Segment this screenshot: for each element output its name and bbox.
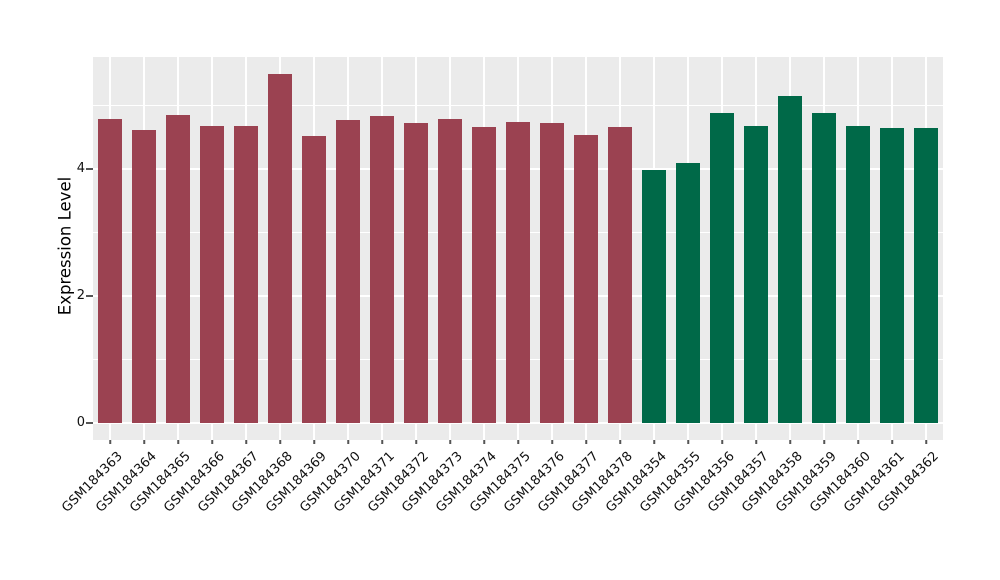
slot-gsm184358: GSM184358	[739, 57, 807, 516]
x-tick-mark	[245, 440, 247, 444]
slot-gsm184359: GSM184359	[773, 57, 841, 516]
slot-gsm184355: GSM184355	[637, 57, 705, 516]
y-tick-mark-4	[86, 168, 93, 170]
slot-gsm184363: GSM184363	[59, 57, 127, 516]
slot-gsm184375: GSM184375	[467, 57, 535, 516]
x-tick-mark	[143, 440, 145, 444]
x-tick-mark	[347, 440, 349, 444]
x-tick-mark	[891, 440, 893, 444]
y-tick-label-2: 2	[76, 288, 85, 303]
slot-gsm184374: GSM184374	[433, 57, 501, 516]
x-tick-mark	[789, 440, 791, 444]
x-tick-mark	[279, 440, 281, 444]
bar-gsm184369	[302, 136, 326, 423]
slot-gsm184360: GSM184360	[807, 57, 875, 516]
bar-gsm184372	[404, 123, 428, 423]
bar-gsm184370	[336, 120, 360, 423]
bar-gsm184368	[268, 74, 292, 423]
bar-gsm184358	[778, 96, 802, 423]
x-tick-mark	[619, 440, 621, 444]
bar-gsm184375	[506, 122, 530, 423]
bar-gsm184365	[166, 115, 190, 423]
slot-gsm184376: GSM184376	[501, 57, 569, 516]
bar-gsm184376	[540, 123, 564, 423]
slot-gsm184372: GSM184372	[365, 57, 433, 516]
slot-gsm184378: GSM184378	[569, 57, 637, 516]
bar-gsm184354	[642, 170, 666, 423]
slot-gsm184370: GSM184370	[297, 57, 365, 516]
x-tick-mark	[823, 440, 825, 444]
bar-gsm184362	[914, 128, 938, 423]
plot-panel: GSM184363 GSM184364 GSM184365 GSM184366 GSM1…	[59, 57, 943, 516]
x-tick-mark	[585, 440, 587, 444]
slot-gsm184373: GSM184373	[399, 57, 467, 516]
x-tick-mark	[551, 440, 553, 444]
bar-slots: GSM184363 GSM184364 GSM184365 GSM184366 GSM1…	[59, 57, 943, 516]
x-tick-mark	[687, 440, 689, 444]
slot-gsm184367: GSM184367	[195, 57, 263, 516]
y-tick-mark-0	[86, 422, 93, 424]
slot-gsm184368: GSM184368	[229, 57, 297, 516]
slot-gsm184366: GSM184366	[161, 57, 229, 516]
slot-gsm184354: GSM184354	[603, 57, 671, 516]
x-tick-mark	[857, 440, 859, 444]
bar-gsm184378	[608, 127, 632, 423]
x-tick-mark	[483, 440, 485, 444]
x-tick-mark	[109, 440, 111, 444]
slot-gsm184361: GSM184361	[841, 57, 909, 516]
slot-gsm184369: GSM184369	[263, 57, 331, 516]
bar-gsm184360	[846, 126, 870, 423]
x-tick-mark	[755, 440, 757, 444]
y-tick-mark-2	[86, 295, 93, 297]
bar-gsm184364	[132, 130, 156, 423]
y-tick-label-0: 0	[76, 415, 85, 430]
slot-gsm184362: GSM184362	[875, 57, 943, 516]
x-tick-mark	[653, 440, 655, 444]
bar-gsm184377	[574, 135, 598, 423]
x-tick-mark	[517, 440, 519, 444]
slot-gsm184377: GSM184377	[535, 57, 603, 516]
bar-gsm184355	[676, 163, 700, 423]
bar-gsm184366	[200, 126, 224, 423]
bar-gsm184367	[234, 126, 258, 423]
bar-gsm184357	[744, 126, 768, 423]
bar-gsm184374	[472, 127, 496, 423]
bar-gsm184359	[812, 113, 836, 423]
x-tick-mark	[415, 440, 417, 444]
slot-gsm184365: GSM184365	[127, 57, 195, 516]
bar-gsm184371	[370, 116, 394, 423]
x-tick-mark	[925, 440, 927, 444]
x-tick-mark	[381, 440, 383, 444]
x-tick-mark	[177, 440, 179, 444]
bar-gsm184373	[438, 119, 462, 423]
y-tick-label-4: 4	[76, 161, 85, 176]
bar-gsm184356	[710, 113, 734, 423]
slot-gsm184357: GSM184357	[705, 57, 773, 516]
bar-gsm184363	[98, 119, 122, 423]
x-tick-mark	[211, 440, 213, 444]
slot-gsm184364: GSM184364	[93, 57, 161, 516]
x-tick-mark	[449, 440, 451, 444]
slot-gsm184371: GSM184371	[331, 57, 399, 516]
slot-gsm184356: GSM184356	[671, 57, 739, 516]
x-tick-mark	[721, 440, 723, 444]
x-tick-mark	[313, 440, 315, 444]
bar-gsm184361	[880, 128, 904, 423]
